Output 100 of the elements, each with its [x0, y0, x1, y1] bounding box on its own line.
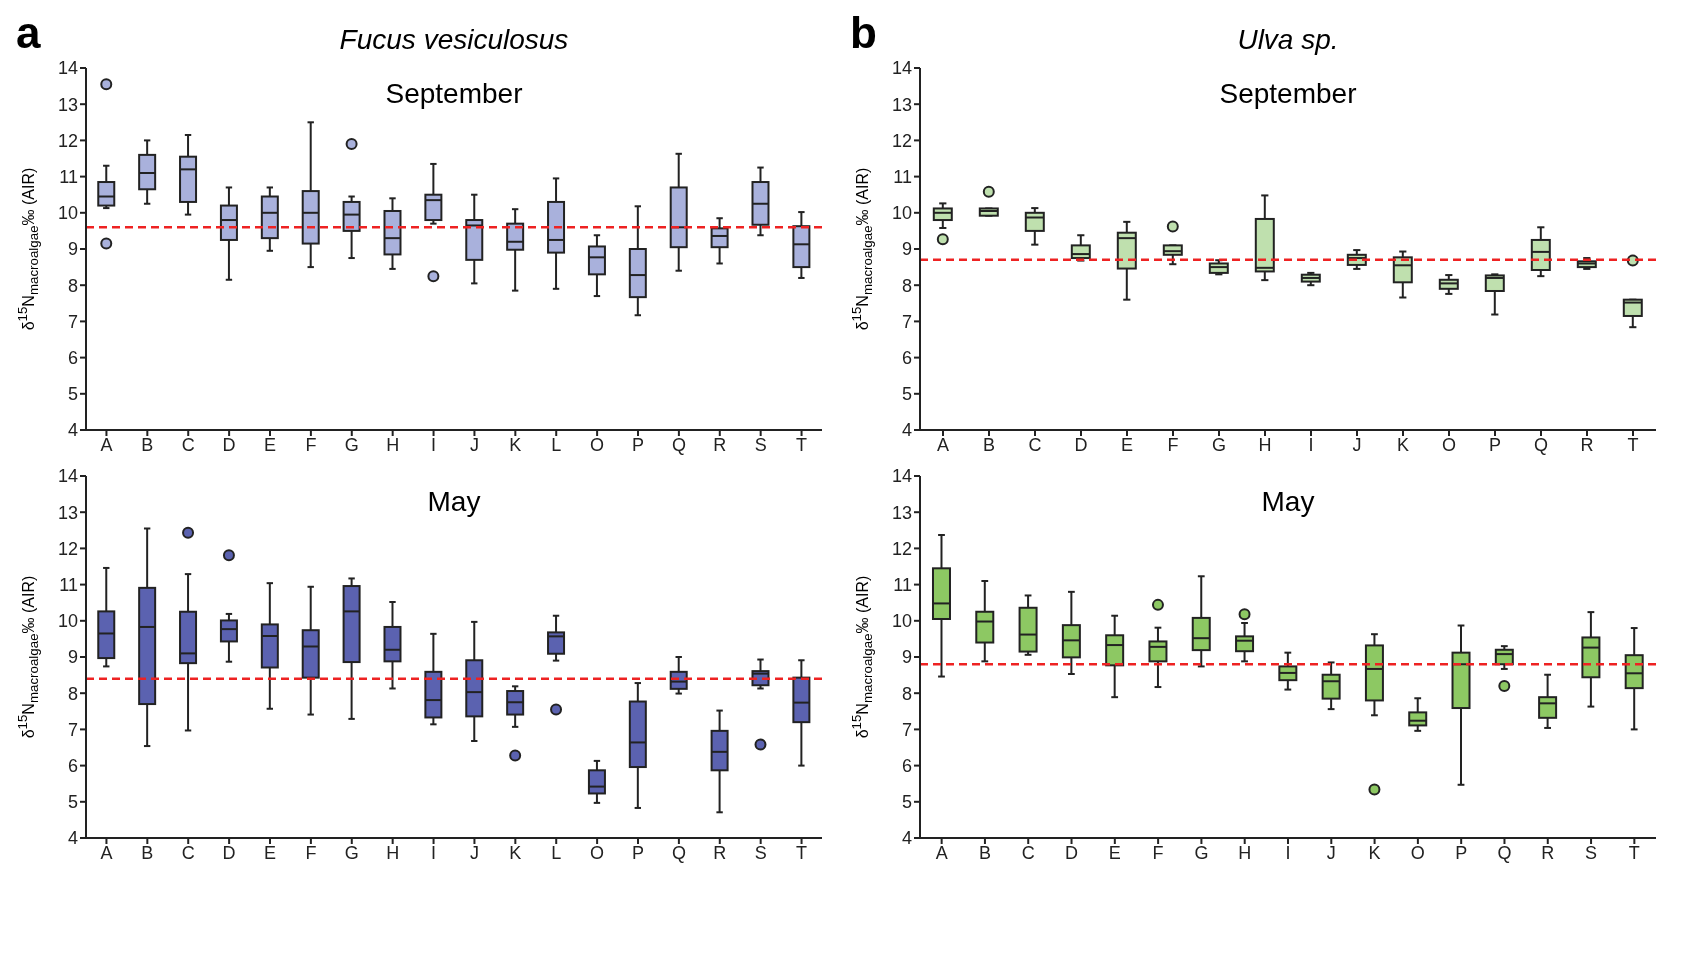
x-tick-label: H — [386, 842, 400, 863]
text: b — [850, 8, 877, 58]
x-tick-label: P — [1488, 434, 1502, 455]
x-tick-label: K — [1368, 842, 1381, 863]
y-tick-label: 13 — [57, 502, 78, 523]
x-tick-label: I — [431, 434, 437, 455]
y-tick-label: 4 — [901, 420, 912, 441]
y-tick-label: 6 — [901, 755, 912, 776]
y-tick-label: 13 — [891, 94, 912, 115]
x-tick-label: E — [263, 434, 277, 455]
y-tick-label: 11 — [59, 574, 78, 595]
chart-subtitle: September — [1218, 78, 1358, 110]
y-tick-label: 6 — [67, 347, 78, 368]
y-tick-label: 14 — [891, 58, 912, 79]
x-tick-label: Q — [671, 434, 686, 455]
y-tick-label: 9 — [901, 647, 912, 668]
y-tick-label: 4 — [67, 828, 78, 849]
x-tick-label: O — [1441, 434, 1457, 455]
y-tick-label: 10 — [891, 203, 912, 224]
x-tick-label: J — [469, 842, 479, 863]
x-tick-label: C — [1028, 434, 1042, 455]
x-tick-label: O — [590, 434, 605, 455]
y-tick-label: 8 — [67, 683, 78, 704]
x-tick-label: D — [222, 842, 236, 863]
y-tick-label: 7 — [67, 311, 78, 332]
x-tick-label: K — [1396, 434, 1410, 455]
x-tick-label: J — [469, 434, 479, 455]
y-tick-label: 7 — [67, 719, 78, 740]
x-tick-label: E — [1120, 434, 1134, 455]
x-tick-label: S — [754, 842, 767, 863]
x-tick-label: S — [754, 434, 767, 455]
x-tick-label: F — [305, 434, 317, 455]
x-tick-label: C — [181, 434, 195, 455]
x-tick-label: P — [1455, 842, 1468, 863]
x-tick-label: G — [1194, 842, 1209, 863]
x-tick-label: R — [1580, 434, 1594, 455]
y-tick-label: 12 — [891, 538, 912, 559]
y-tick-label: 13 — [891, 502, 912, 523]
y-tick-label: 10 — [57, 611, 78, 632]
x-tick-label: L — [551, 434, 562, 455]
y-tick-label: 12 — [57, 130, 78, 151]
y-tick-label: 10 — [57, 203, 78, 224]
x-tick-label: I — [431, 842, 437, 863]
y-tick-label: 5 — [901, 792, 912, 813]
text: a — [16, 8, 41, 58]
x-tick-label: O — [590, 842, 605, 863]
x-tick-label: F — [305, 842, 317, 863]
x-tick-label: J — [1352, 434, 1362, 455]
y-tick-label: 14 — [57, 466, 78, 487]
y-tick-label: 14 — [57, 58, 78, 79]
x-tick-label: B — [982, 434, 996, 455]
x-tick-label: S — [1585, 842, 1598, 863]
y-tick-label: 11 — [893, 166, 912, 187]
x-tick-label: H — [1238, 842, 1252, 863]
x-tick-label: D — [1074, 434, 1088, 455]
x-tick-label: T — [1628, 842, 1640, 863]
chart-subtitle: May — [426, 486, 482, 518]
y-tick-label: 11 — [59, 166, 78, 187]
y-tick-label: 4 — [901, 828, 912, 849]
x-tick-label: A — [100, 842, 113, 863]
y-tick-label: 9 — [67, 239, 78, 260]
chart-title: Fucus vesiculosus — [338, 24, 570, 56]
x-tick-label: G — [1211, 434, 1227, 455]
x-tick-label: T — [796, 434, 808, 455]
x-tick-label: A — [936, 434, 950, 455]
x-tick-label: E — [1108, 842, 1121, 863]
y-tick-label: 8 — [901, 275, 912, 296]
y-tick-label: 14 — [891, 466, 912, 487]
x-tick-label: F — [1167, 434, 1179, 455]
x-tick-label: H — [1258, 434, 1272, 455]
x-tick-label: H — [386, 434, 400, 455]
x-tick-label: B — [141, 434, 154, 455]
y-tick-label: 8 — [67, 275, 78, 296]
x-tick-label: L — [551, 842, 562, 863]
chart-subtitle: September — [384, 78, 524, 110]
x-tick-label: R — [713, 842, 727, 863]
y-tick-label: 9 — [901, 239, 912, 260]
y-tick-label: 9 — [67, 647, 78, 668]
x-tick-label: B — [141, 842, 154, 863]
x-tick-label: D — [1065, 842, 1079, 863]
x-tick-label: Q — [1497, 842, 1512, 863]
x-tick-label: C — [1021, 842, 1035, 863]
y-tick-label: 10 — [891, 611, 912, 632]
x-tick-label: J — [1326, 842, 1336, 863]
x-tick-label: F — [1152, 842, 1164, 863]
x-tick-label: P — [631, 434, 645, 455]
x-tick-label: G — [344, 434, 359, 455]
y-tick-label: 5 — [67, 792, 78, 813]
y-tick-label: 7 — [901, 719, 912, 740]
x-tick-label: P — [631, 842, 645, 863]
x-tick-label: A — [100, 434, 113, 455]
y-tick-label: 12 — [891, 130, 912, 151]
y-tick-label: 6 — [901, 347, 912, 368]
x-tick-label: O — [1410, 842, 1425, 863]
y-tick-label: 7 — [901, 311, 912, 332]
y-tick-label: 12 — [57, 538, 78, 559]
x-tick-label: I — [1285, 842, 1291, 863]
x-tick-label: R — [1541, 842, 1555, 863]
x-tick-label: A — [935, 842, 948, 863]
chart-subtitle: May — [1260, 486, 1316, 518]
